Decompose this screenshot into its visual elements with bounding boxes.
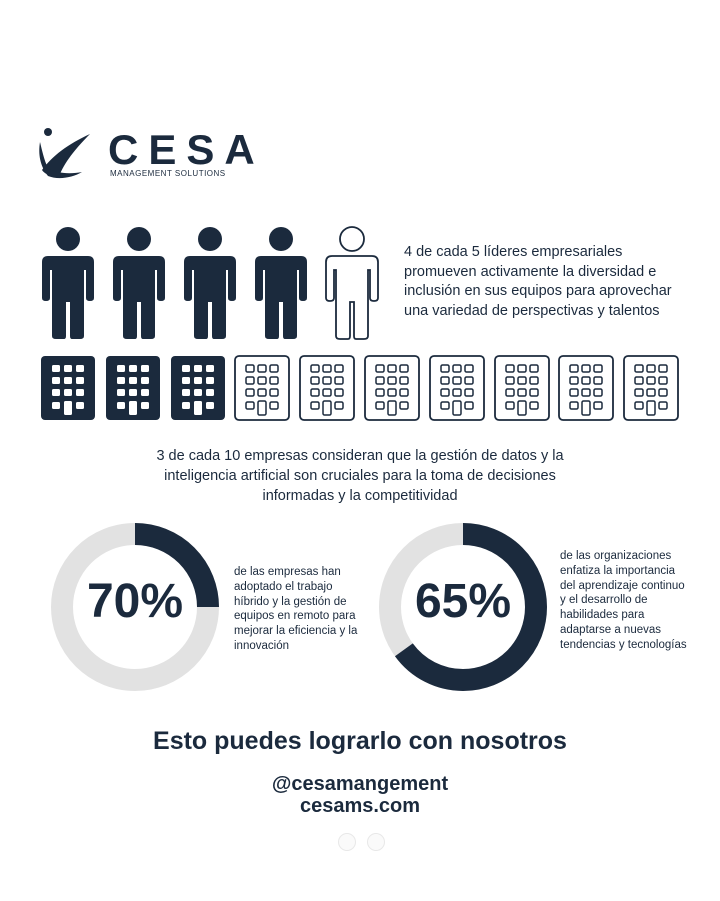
building-icon (170, 356, 225, 420)
donut-text-1: de las empresas han adoptado el trabajo … (234, 566, 358, 652)
carousel-dots (338, 833, 388, 851)
person-icon (113, 227, 165, 339)
person-icon (255, 227, 307, 339)
donut-ring-1 (51, 523, 219, 691)
building-icon (234, 355, 291, 421)
building-icon (623, 355, 680, 421)
website: cesams.com (299, 795, 421, 817)
buildings-pictogram (40, 355, 680, 423)
donut-percent-1: 70% (86, 575, 184, 628)
building-icon (105, 356, 160, 420)
person-icon (42, 227, 94, 339)
building-icon (364, 355, 420, 421)
call-to-action: Esto puedes lograrlo con nosotros (153, 727, 567, 755)
building-icon (493, 355, 550, 421)
donut-chart-1: 70% (50, 522, 220, 692)
social-handle: @cesamangement (271, 773, 449, 795)
logo-subtitle: MANAGEMENT SOLUTIONS (110, 169, 226, 178)
people-pictogram (40, 226, 385, 342)
donut-chart-2: 65% (378, 522, 548, 692)
logo-wordmark: CESA (108, 126, 265, 173)
donut-text-2: de las organizaciones enfatiza la import… (560, 550, 687, 651)
carousel-dot[interactable] (367, 833, 385, 851)
people-stat-text: 4 de cada 5 líderes empresariales promue… (404, 244, 672, 319)
donut-arc (379, 523, 547, 691)
donut-percent-2: 65% (414, 575, 512, 628)
donut-arc (51, 523, 219, 691)
person-icon (184, 227, 236, 339)
donut-ring-2 (379, 523, 547, 691)
cesa-swoosh-icon (39, 128, 90, 179)
building-icon (558, 355, 615, 421)
building-icon (41, 356, 95, 420)
building-icon (299, 355, 356, 421)
person-icon (325, 226, 379, 340)
carousel-dot[interactable] (338, 833, 356, 851)
buildings-stat-text: 3 de cada 10 empresas consideran que la … (156, 448, 564, 504)
cesa-logo: CESA MANAGEMENT SOLUTIONS (38, 126, 255, 182)
building-icon (428, 355, 485, 421)
